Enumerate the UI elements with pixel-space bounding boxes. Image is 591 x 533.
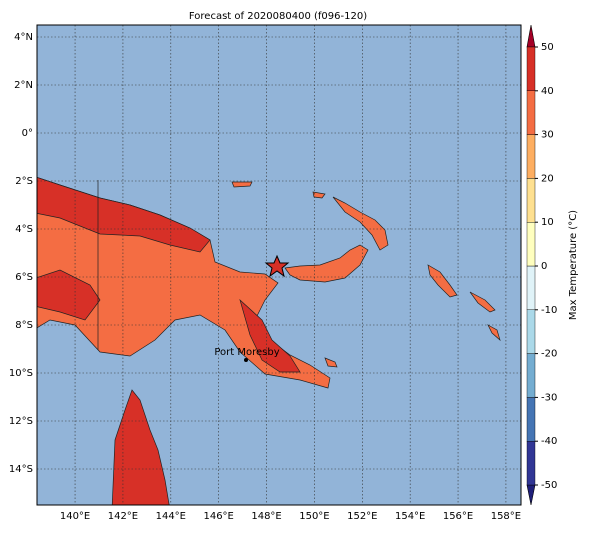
y-tick-label: 4°N xyxy=(14,32,33,43)
colorbar-tick-label: -20 xyxy=(541,349,557,360)
colorbar-bin xyxy=(526,441,536,486)
colorbar-tick-label: 50 xyxy=(541,42,554,53)
x-tick-label: 144°E xyxy=(156,511,186,522)
x-tick-label: 150°E xyxy=(299,511,329,522)
colorbar-bin xyxy=(526,353,536,398)
city-label: Port Moresby xyxy=(214,347,279,358)
x-tick-label: 156°E xyxy=(443,511,473,522)
island xyxy=(324,357,338,368)
colorbar-bin xyxy=(526,265,536,310)
colorbar-tick-label: 0 xyxy=(541,261,547,272)
colorbar-bin xyxy=(526,309,536,354)
island xyxy=(427,264,458,298)
colorbar-bin xyxy=(526,397,536,442)
island xyxy=(312,191,326,199)
y-tick-label: 2°N xyxy=(14,80,33,91)
x-tick-label: 154°E xyxy=(395,511,425,522)
x-tick-label: 152°E xyxy=(347,511,377,522)
y-tick-label: 14°S xyxy=(9,464,33,475)
y-tick-label: 6°S xyxy=(15,272,33,283)
hot-region xyxy=(37,269,101,321)
x-tick-label: 158°E xyxy=(491,511,521,522)
colorbar-tick-label: -50 xyxy=(541,480,557,491)
y-tick-label: 12°S xyxy=(9,416,33,427)
x-tick-label: 140°E xyxy=(60,511,90,522)
colorbar-extend xyxy=(526,24,536,48)
hot-region xyxy=(37,176,211,253)
island xyxy=(469,291,496,313)
colorbar-extend xyxy=(526,484,536,506)
colorbar-tick-label: 30 xyxy=(541,130,554,141)
y-tick-label: 8°S xyxy=(15,320,33,331)
x-tick-label: 146°E xyxy=(203,511,233,522)
y-tick-label: 0° xyxy=(22,128,33,139)
colorbar-label: Max Temperature (°C) xyxy=(568,210,579,320)
colorbar-bin xyxy=(526,90,536,135)
map-frame xyxy=(36,24,522,506)
new-ireland xyxy=(332,196,389,251)
colorbar-tick-label: 10 xyxy=(541,217,554,228)
colorbar-bin xyxy=(526,134,536,179)
new-britain xyxy=(284,244,369,283)
hot-region xyxy=(239,298,301,373)
colorbar-tick-label: -30 xyxy=(541,392,557,403)
colorbar-tick-label: -10 xyxy=(541,305,557,316)
cape-york xyxy=(111,389,170,505)
city-marker xyxy=(244,358,248,362)
colorbar-bin xyxy=(526,46,536,91)
x-tick-label: 148°E xyxy=(251,511,281,522)
colorbar-bin xyxy=(526,178,536,223)
x-tick-label: 142°E xyxy=(108,511,138,522)
y-tick-label: 4°S xyxy=(15,224,33,235)
colorbar-bin xyxy=(526,221,536,267)
colorbar-tick-label: -40 xyxy=(541,436,557,447)
map-title: Forecast of 2020080400 (f096-120) xyxy=(189,11,367,22)
star-marker xyxy=(264,254,290,278)
y-tick-label: 2°S xyxy=(15,176,33,187)
y-tick-label: 10°S xyxy=(9,368,33,379)
land xyxy=(37,176,501,505)
colorbar-tick-label: 40 xyxy=(541,86,554,97)
colorbar-tick-label: 20 xyxy=(541,173,554,184)
island xyxy=(487,324,501,342)
island xyxy=(231,181,253,188)
